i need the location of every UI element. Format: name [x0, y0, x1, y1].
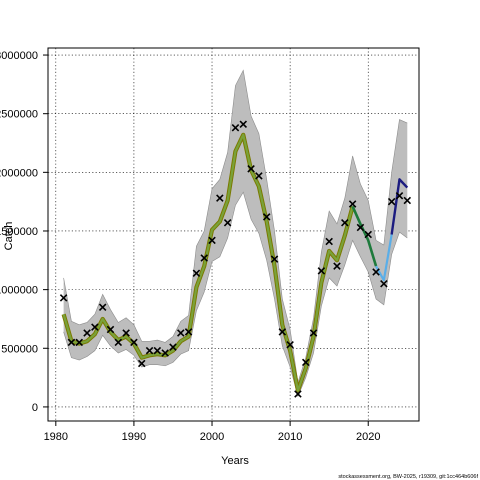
observed-point-1994 — [161, 349, 169, 357]
observed-point-1985 — [91, 323, 99, 331]
observed-point-2012 — [301, 358, 310, 367]
observed-point-1993 — [153, 346, 162, 355]
fit-lines — [61, 132, 378, 393]
confidence-band-lower — [63, 191, 408, 398]
forecast-line-late — [390, 178, 409, 235]
observed-point-2020 — [364, 230, 372, 239]
x-tick-label-0: 1980 — [44, 431, 68, 443]
observed-point-1990 — [130, 338, 138, 347]
y-tick-label-2: 1000000 — [0, 285, 38, 297]
observed-point-1989 — [122, 329, 130, 337]
observed-point-2015 — [325, 237, 333, 246]
observed-point-1984 — [83, 329, 91, 337]
observed-point-1996 — [177, 329, 185, 337]
observed-point-2001 — [216, 194, 224, 202]
observed-point-2008 — [270, 255, 279, 263]
observed-point-2011 — [294, 390, 302, 398]
x-axis-title: Years — [221, 455, 249, 467]
observed-point-2003 — [231, 123, 240, 132]
confidence-band-area — [63, 70, 408, 397]
x-tick-label-2: 2000 — [200, 431, 224, 443]
plot-frame — [47, 47, 420, 422]
footer-credit: stockassessment.org, BW-2025, r19309, gi… — [338, 474, 478, 480]
observed-points — [59, 120, 412, 398]
observed-point-2009 — [278, 328, 287, 336]
y-tick-label-0: 0 — [32, 402, 38, 414]
observed-point-2002 — [223, 219, 232, 227]
y-tick-label-5: 2500000 — [0, 109, 38, 121]
observed-point-2010 — [286, 340, 294, 349]
x-tick-label-4: 2020 — [356, 431, 380, 443]
observed-point-2007 — [262, 213, 271, 221]
fit-line-main — [62, 133, 354, 392]
forecast-line-early — [375, 234, 393, 282]
observed-point-1981 — [59, 294, 68, 302]
observed-point-1983 — [75, 338, 84, 347]
observed-point-2018 — [348, 200, 357, 208]
y-tick-label-4: 2000000 — [0, 167, 38, 179]
observed-point-2021 — [372, 268, 380, 276]
y-axis: 0 500000 1000000 1500000 2000000 2500000 30000… — [0, 50, 48, 414]
observed-point-1991 — [137, 359, 146, 368]
observed-point-2025 — [403, 196, 412, 205]
observed-point-1998 — [192, 269, 201, 277]
observed-point-1988 — [114, 338, 123, 347]
observed-point-2023 — [387, 197, 396, 206]
y-axis-title: Catch — [3, 222, 15, 251]
observed-point-2013 — [309, 329, 318, 337]
grid-lines — [48, 48, 419, 421]
observed-point-2006 — [255, 172, 263, 180]
observed-point-1997 — [184, 328, 193, 336]
observed-point-2000 — [208, 236, 216, 245]
y-tick-label-1: 500000 — [1, 343, 38, 355]
observed-point-1999 — [200, 254, 208, 262]
observed-point-1992 — [145, 346, 154, 355]
observed-point-2019 — [356, 223, 365, 232]
observed-point-2004 — [239, 120, 248, 129]
observed-point-1987 — [106, 325, 115, 334]
fit-line-recent — [351, 205, 378, 267]
observed-point-2024 — [395, 192, 404, 200]
observed-point-2005 — [247, 165, 255, 173]
x-tick-label-3: 2010 — [278, 431, 302, 443]
observed-point-2014 — [317, 267, 326, 275]
x-tick-label-1: 1990 — [122, 431, 146, 443]
x-axis: 1980 1990 2000 2010 2020 — [44, 421, 380, 443]
observed-point-1995 — [169, 343, 177, 351]
observed-point-2016 — [333, 262, 341, 270]
confidence-band-upper — [63, 69, 408, 383]
observed-point-1982 — [67, 338, 76, 347]
observed-point-1986 — [98, 303, 107, 311]
observed-point-2017 — [341, 219, 349, 227]
y-tick-label-3: 1500000 — [0, 226, 38, 238]
observed-point-2022 — [380, 279, 388, 288]
y-tick-label-6: 3000000 — [0, 50, 38, 62]
confidence-band — [63, 69, 408, 398]
forecast-lines — [375, 178, 409, 282]
